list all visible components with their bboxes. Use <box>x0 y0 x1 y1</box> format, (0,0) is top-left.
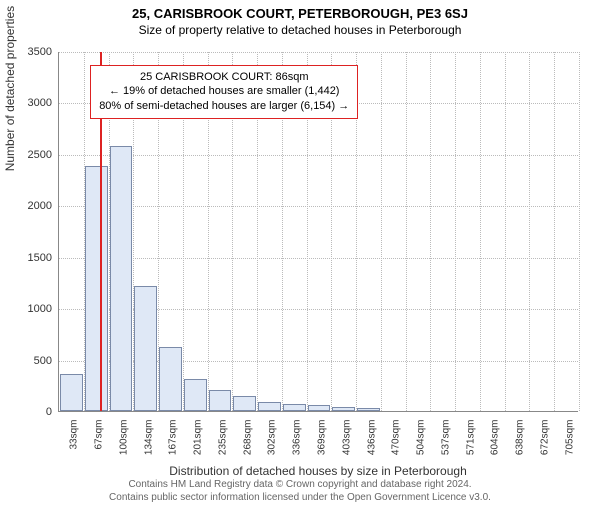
y-tick-label: 1000 <box>28 303 52 315</box>
y-axis-label: Number of detached properties <box>3 6 17 171</box>
histogram-bar <box>159 347 182 411</box>
gridline-v <box>455 52 456 411</box>
gridline-v <box>430 52 431 411</box>
gridline-h <box>59 258 578 259</box>
gridline-v <box>529 52 530 411</box>
gridline-h <box>59 155 578 156</box>
x-tick-label: 537sqm <box>440 420 451 470</box>
plot-area: 25 CARISBROOK COURT: 86sqm← 19% of detac… <box>58 52 578 412</box>
legend-box: 25 CARISBROOK COURT: 86sqm← 19% of detac… <box>90 65 358 120</box>
x-tick-label: 336sqm <box>292 420 303 470</box>
x-tick-label: 268sqm <box>242 420 253 470</box>
gridline-v <box>381 52 382 411</box>
gridline-v <box>579 52 580 411</box>
y-tick-label: 0 <box>46 406 52 418</box>
histogram-bar <box>308 405 331 411</box>
y-tick-label: 2500 <box>28 149 52 161</box>
histogram-bar <box>258 402 281 411</box>
gridline-h <box>59 206 578 207</box>
x-tick-label: 571sqm <box>465 420 476 470</box>
x-tick-label: 504sqm <box>416 420 427 470</box>
histogram-bar <box>85 166 108 411</box>
legend-line-1: 25 CARISBROOK COURT: 86sqm <box>99 70 349 85</box>
histogram-bar <box>283 404 306 411</box>
x-tick-label: 436sqm <box>366 420 377 470</box>
histogram-bar <box>209 390 232 411</box>
footer-copyright-1: Contains HM Land Registry data © Crown c… <box>0 479 600 490</box>
gridline-v <box>406 52 407 411</box>
x-tick-label: 470sqm <box>391 420 402 470</box>
x-tick-label: 302sqm <box>267 420 278 470</box>
y-tick-label: 500 <box>34 355 52 367</box>
legend-line-3: 80% of semi-detached houses are larger (… <box>99 99 349 114</box>
histogram-bar <box>233 396 256 411</box>
x-tick-label: 100sqm <box>118 420 129 470</box>
x-tick-label: 201sqm <box>193 420 204 470</box>
x-tick-label: 403sqm <box>341 420 352 470</box>
x-tick-label: 134sqm <box>143 420 154 470</box>
histogram-bar <box>134 286 157 411</box>
histogram-bar <box>110 146 133 411</box>
y-tick-label: 3000 <box>28 97 52 109</box>
x-tick-label: 672sqm <box>539 420 550 470</box>
histogram-bar <box>332 407 355 411</box>
legend-line-2: ← 19% of detached houses are smaller (1,… <box>99 84 349 99</box>
gridline-v <box>480 52 481 411</box>
histogram-bar <box>357 408 380 411</box>
histogram-bar <box>60 374 83 411</box>
chart-container: Number of detached properties 25 CARISBR… <box>58 52 578 442</box>
gridline-v <box>554 52 555 411</box>
x-tick-label: 369sqm <box>317 420 328 470</box>
x-tick-label: 167sqm <box>168 420 179 470</box>
x-tick-label: 33sqm <box>69 420 80 470</box>
page-title: 25, CARISBROOK COURT, PETERBOROUGH, PE3 … <box>0 6 600 21</box>
x-tick-label: 638sqm <box>515 420 526 470</box>
y-tick-label: 2000 <box>28 200 52 212</box>
x-tick-label: 67sqm <box>94 420 105 470</box>
gridline-v <box>505 52 506 411</box>
footer-copyright-2: Contains public sector information licen… <box>0 492 600 503</box>
y-tick-label: 1500 <box>28 252 52 264</box>
histogram-bar <box>184 379 207 411</box>
y-tick-label: 3500 <box>28 46 52 58</box>
gridline-h <box>59 52 578 53</box>
x-tick-label: 235sqm <box>217 420 228 470</box>
x-tick-label: 705sqm <box>564 420 575 470</box>
x-tick-label: 604sqm <box>490 420 501 470</box>
page-subtitle: Size of property relative to detached ho… <box>0 23 600 37</box>
